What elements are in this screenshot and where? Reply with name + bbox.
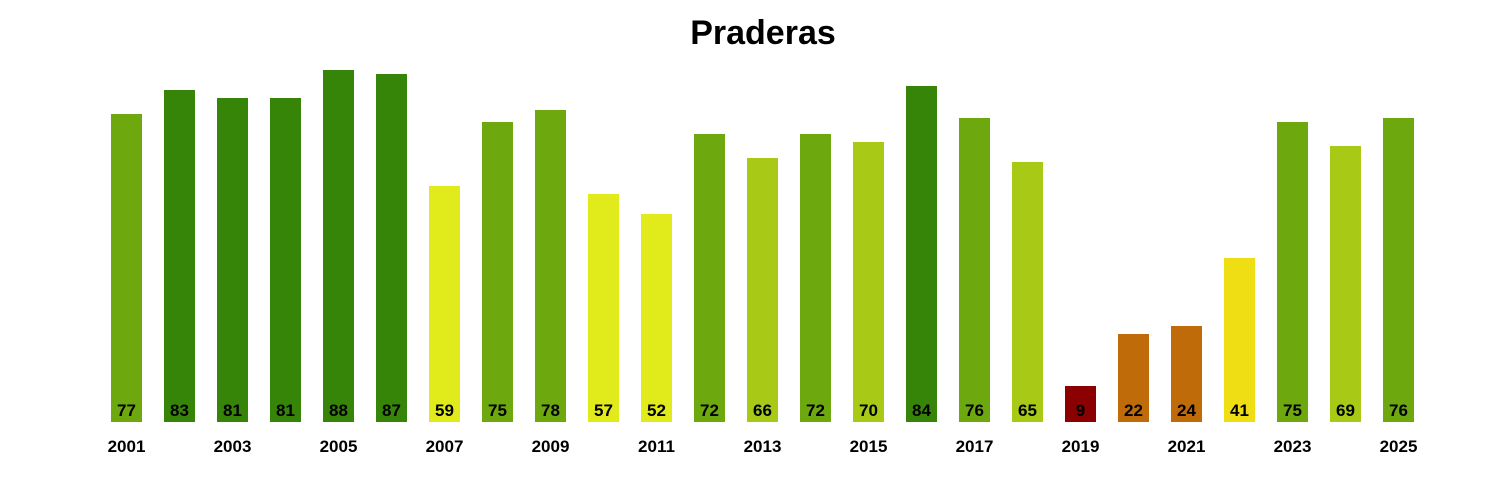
- x-tick-label-2007: 2007: [426, 437, 464, 456]
- x-tick-label-2019: 2019: [1062, 437, 1100, 456]
- data-label-2019: 9: [1076, 401, 1085, 420]
- data-label-2005: 88: [329, 401, 348, 420]
- x-tick-label-2003: 2003: [214, 437, 252, 456]
- bar-2018: [1012, 162, 1043, 422]
- bar-2003: [217, 98, 248, 422]
- x-tick-label-2023: 2023: [1274, 437, 1312, 456]
- data-label-2017: 76: [965, 401, 984, 420]
- bar-2022: [1224, 258, 1255, 422]
- data-label-2024: 69: [1336, 401, 1355, 420]
- data-label-2016: 84: [912, 401, 931, 420]
- bar-2025: [1383, 118, 1414, 422]
- data-label-2011: 52: [647, 401, 666, 420]
- bar-2008: [482, 122, 513, 422]
- bar-2019: [1065, 386, 1096, 422]
- data-label-2012: 72: [700, 401, 719, 420]
- bar-2011: [641, 214, 672, 422]
- x-tick-label-2009: 2009: [532, 437, 570, 456]
- data-label-2003: 81: [223, 401, 242, 420]
- data-label-2001: 77: [117, 401, 136, 420]
- bar-2024: [1330, 146, 1361, 422]
- bar-2005: [323, 70, 354, 422]
- data-label-2004: 81: [276, 401, 295, 420]
- chart-title: Praderas: [690, 14, 836, 52]
- x-tick-label-2017: 2017: [956, 437, 994, 456]
- x-axis-ticks: 2001 2003 2005 2007 2009 2011 2013 2015 2017 2019…: [108, 437, 1418, 456]
- data-label-2009: 78: [541, 401, 560, 420]
- x-tick-label-2021: 2021: [1168, 437, 1206, 456]
- x-tick-label-2015: 2015: [850, 437, 888, 456]
- data-label-2007: 59: [435, 401, 454, 420]
- bar-2017: [959, 118, 990, 422]
- data-label-2010: 57: [594, 401, 613, 420]
- bars-group: [111, 70, 1414, 422]
- data-label-2021: 24: [1177, 401, 1196, 420]
- data-label-2002: 83: [170, 401, 189, 420]
- x-tick-label-2005: 2005: [320, 437, 358, 456]
- bar-2016: [906, 86, 937, 422]
- data-label-2013: 66: [753, 401, 772, 420]
- data-label-2025: 76: [1389, 401, 1408, 420]
- bar-2002: [164, 90, 195, 422]
- bar-2015: [853, 142, 884, 422]
- bar-2012: [694, 134, 725, 422]
- x-tick-label-2025: 2025: [1380, 437, 1418, 456]
- data-label-2014: 72: [806, 401, 825, 420]
- bar-2021: [1171, 326, 1202, 422]
- bar-2023: [1277, 122, 1308, 422]
- bar-2013: [747, 158, 778, 422]
- bar-2020: [1118, 334, 1149, 422]
- x-tick-label-2001: 2001: [108, 437, 146, 456]
- bar-2004: [270, 98, 301, 422]
- x-tick-label-2013: 2013: [744, 437, 782, 456]
- data-labels-group: 77 83 81 81 88 87 59 75 78 57 52 72 66 72 70 84 76 65 9 22 2…: [117, 401, 1408, 420]
- data-label-2023: 75: [1283, 401, 1302, 420]
- data-label-2022: 41: [1230, 401, 1249, 420]
- bar-2009: [535, 110, 566, 422]
- x-tick-label-2011: 2011: [638, 437, 675, 456]
- data-label-2015: 70: [859, 401, 878, 420]
- bar-2001: [111, 114, 142, 422]
- data-label-2008: 75: [488, 401, 507, 420]
- bar-2006: [376, 74, 407, 422]
- bar-2007: [429, 186, 460, 422]
- bar-2010: [588, 194, 619, 422]
- data-label-2006: 87: [382, 401, 401, 420]
- bar-2014: [800, 134, 831, 422]
- data-label-2020: 22: [1124, 401, 1143, 420]
- data-label-2018: 65: [1018, 401, 1037, 420]
